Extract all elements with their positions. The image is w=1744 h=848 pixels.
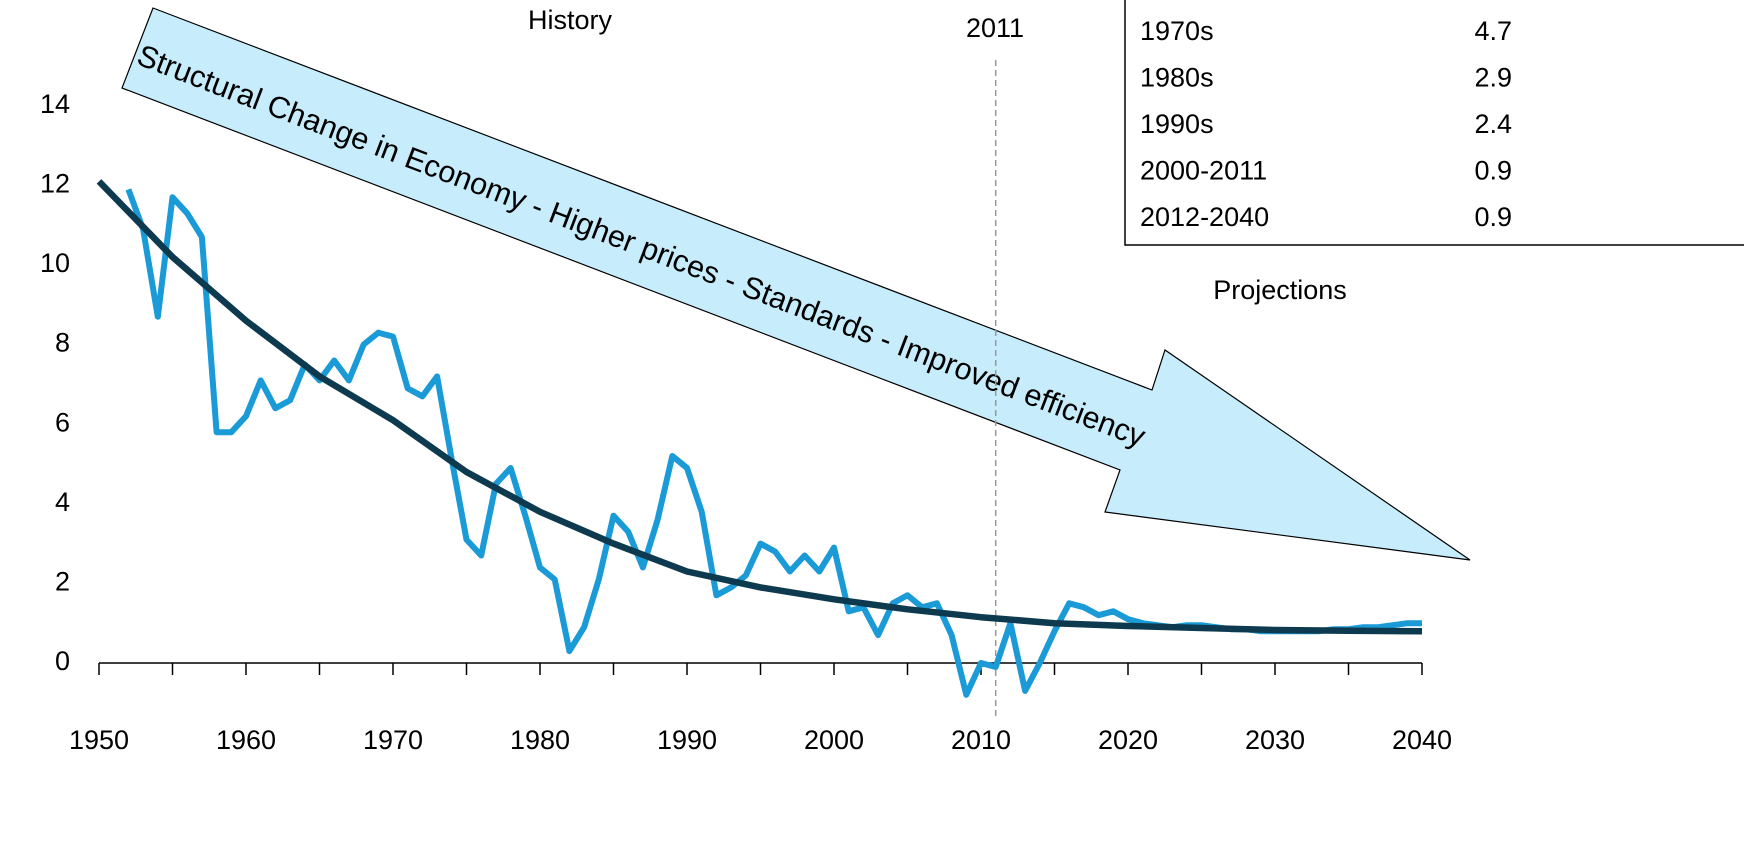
x-tick-label: 1970 <box>363 725 423 755</box>
table-box <box>1124 0 1744 246</box>
x-tick-label: 2000 <box>804 725 864 755</box>
x-tick-label: 2040 <box>1392 725 1452 755</box>
x-tick-label: 1980 <box>510 725 570 755</box>
y-tick-label: 12 <box>40 169 70 199</box>
y-tick-label: 10 <box>40 248 70 278</box>
y-tick-label: 2 <box>55 567 70 597</box>
y-tick-label: 6 <box>55 407 70 437</box>
x-tick-label: 2010 <box>951 725 1011 755</box>
table-label: 2000-2011 <box>1140 156 1267 186</box>
table-value: 2.9 <box>1474 63 1512 93</box>
table-value: 2.4 <box>1474 109 1512 139</box>
x-tick-label: 1990 <box>657 725 717 755</box>
history-label: History <box>528 5 613 35</box>
x-tick-label: 2030 <box>1245 725 1305 755</box>
year-marker-label: 2011 <box>966 13 1024 43</box>
table-label: 1970s <box>1140 16 1214 46</box>
table-value: 4.7 <box>1474 16 1512 46</box>
table-value: 0.9 <box>1474 156 1512 186</box>
table-value: 0.9 <box>1474 202 1512 232</box>
x-tick-label: 1960 <box>216 725 276 755</box>
y-tick-label: 0 <box>55 646 70 676</box>
x-tick-label: 1950 <box>69 725 129 755</box>
y-tick-label: 14 <box>40 89 70 119</box>
projections-label: Projections <box>1213 275 1347 305</box>
y-tick-label: 4 <box>55 487 70 517</box>
arrow <box>121 7 1471 561</box>
y-tick-label: 8 <box>55 328 70 358</box>
arrow-text: Structural Change in Economy - Higher pr… <box>133 38 1151 454</box>
table-label: 2012-2040 <box>1140 202 1269 232</box>
table-label: 1980s <box>1140 63 1214 93</box>
table-label: 1990s <box>1140 109 1214 139</box>
x-tick-label: 2020 <box>1098 725 1158 755</box>
series-line <box>96 179 1423 635</box>
